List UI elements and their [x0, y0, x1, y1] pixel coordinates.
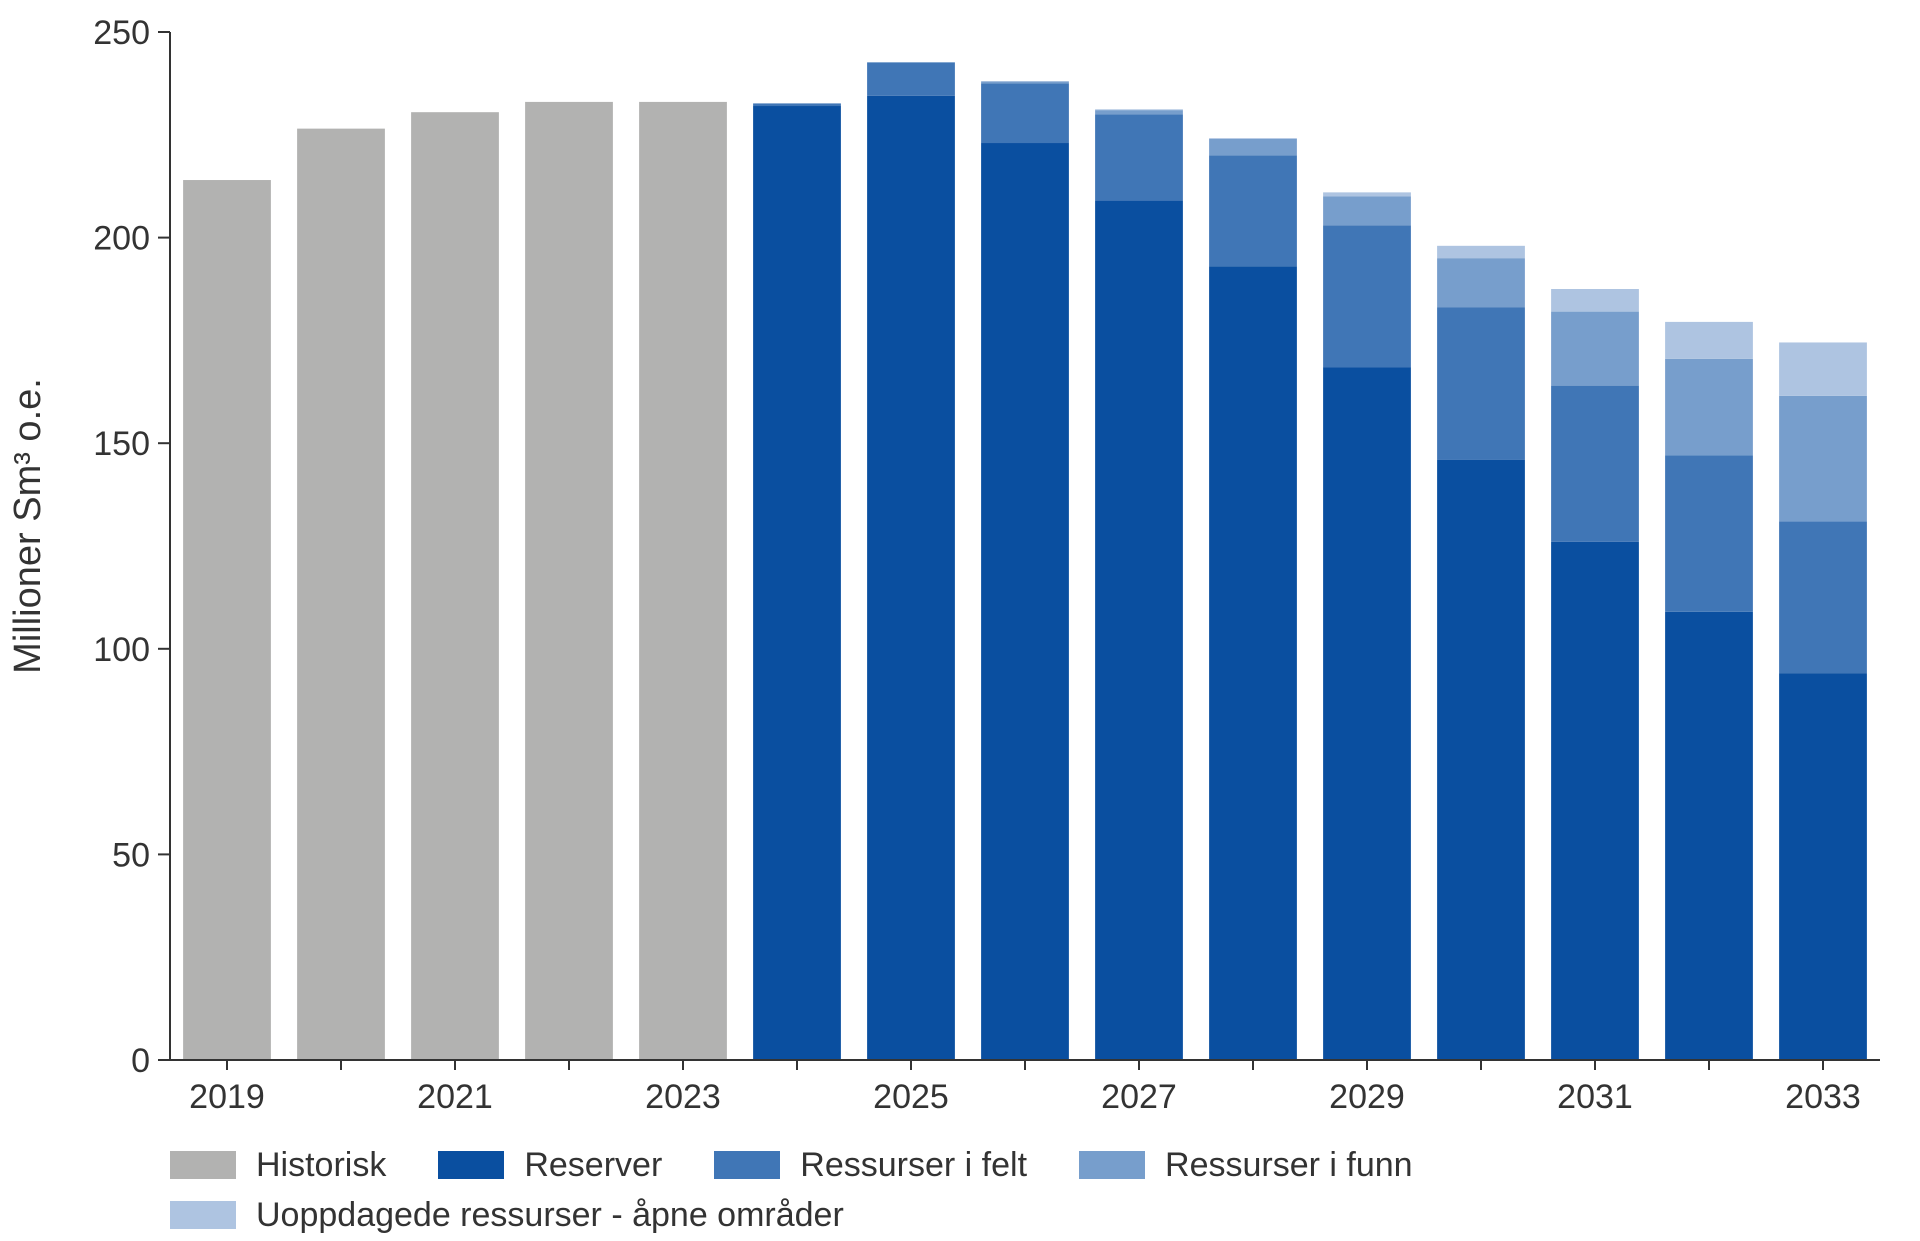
legend-swatch-ressurser-i-felt — [714, 1151, 781, 1179]
legend-swatch-ressurser-i-funn — [1079, 1151, 1146, 1179]
legend-item-uoppdagede-ressurser: Uoppdagede ressurser - åpne områder — [170, 1196, 844, 1235]
bar-segment — [1551, 311, 1639, 386]
bar-segment — [1209, 155, 1297, 267]
legend-swatch-reserver — [438, 1151, 505, 1179]
bar-segment — [1551, 541, 1639, 1060]
bar-segment — [981, 143, 1069, 1061]
bar-segment — [1095, 109, 1183, 111]
legend-item-reserver: Reserver — [438, 1146, 662, 1185]
bar-segment — [1665, 358, 1753, 456]
bar-segment — [1209, 138, 1297, 139]
legend-label-ressurser-i-felt: Ressurser i felt — [800, 1145, 1028, 1184]
legend-swatch-historisk — [170, 1151, 236, 1179]
bar-segment — [525, 101, 613, 1061]
stacked-bar-chart: 0 50 100 150 200 250 2019 2021 2023 2025 2027 2029… — [7, 14, 1880, 1116]
bar-segment — [1209, 138, 1297, 156]
bar-segment — [1323, 192, 1411, 197]
bar-segment — [183, 180, 271, 1061]
bar-segment — [867, 95, 955, 1060]
bar-segment — [297, 128, 385, 1060]
x-tick-label: 2021 — [417, 1078, 493, 1116]
bar-segment — [411, 112, 499, 1060]
bar-segment — [1437, 307, 1525, 460]
bar-segment — [1665, 321, 1753, 359]
y-tick-label: 0 — [131, 1042, 150, 1080]
y-tick-label: 200 — [93, 220, 150, 258]
bar-segment — [1551, 289, 1639, 312]
bar-segment — [1323, 225, 1411, 368]
bar-segment — [1665, 455, 1753, 612]
x-tick-label: 2031 — [1557, 1078, 1633, 1116]
bar-segment — [1437, 245, 1525, 259]
x-tick-label: 2033 — [1785, 1078, 1861, 1116]
legend-label-uoppdagede-ressurser: Uoppdagede ressurser - åpne områder — [256, 1195, 844, 1234]
bar-segment — [981, 81, 1069, 84]
legend-row: Uoppdagede ressurser - åpne områder — [170, 1190, 1870, 1240]
bar-segment — [1437, 258, 1525, 308]
bar-segment — [1779, 395, 1867, 522]
y-tick-label: 100 — [93, 631, 150, 669]
y-tick-label: 150 — [93, 425, 150, 463]
bar-segment — [753, 103, 841, 104]
legend-item-ressurser-i-funn: Ressurser i funn — [1079, 1146, 1413, 1185]
bar-segment — [1323, 196, 1411, 226]
bar-segment — [639, 101, 727, 1061]
bar-segment — [1323, 367, 1411, 1060]
bar-segment — [753, 106, 841, 1061]
x-tick-label: 2029 — [1329, 1078, 1405, 1116]
legend: Historisk Reserver Ressurser i felt Ress… — [170, 1140, 1870, 1240]
x-tick-label: 2025 — [873, 1078, 949, 1116]
bar-segment — [1665, 611, 1753, 1060]
bar-segment — [1095, 110, 1183, 115]
bar-segment — [867, 62, 955, 63]
bar-segment — [1779, 342, 1867, 396]
legend-label-reserver: Reserver — [524, 1145, 663, 1184]
bar-segment — [1779, 521, 1867, 674]
bar-segment — [1209, 266, 1297, 1060]
bar-segment — [1779, 673, 1867, 1060]
y-axis-ticks: 0 50 100 150 200 250 — [93, 14, 170, 1080]
x-tick-label: 2023 — [645, 1078, 721, 1116]
bar-segment — [867, 62, 955, 96]
legend-label-ressurser-i-funn: Ressurser i funn — [1165, 1145, 1413, 1184]
x-tick-label: 2019 — [189, 1078, 265, 1116]
y-axis-label: Millioner Sm³ o.e. — [7, 378, 49, 674]
legend-item-ressurser-i-felt: Ressurser i felt — [714, 1146, 1027, 1185]
bars-layer — [183, 62, 1867, 1061]
legend-item-historisk: Historisk — [170, 1146, 386, 1185]
bar-segment — [1095, 114, 1183, 201]
bar-segment — [981, 83, 1069, 144]
x-axis-ticks: 2019 2021 2023 2025 2027 2029 2031 2033 — [189, 1060, 1861, 1116]
bar-segment — [753, 103, 841, 107]
legend-row: Historisk Reserver Ressurser i felt Ress… — [170, 1140, 1870, 1190]
legend-label-historisk: Historisk — [256, 1145, 387, 1184]
x-tick-label: 2027 — [1101, 1078, 1177, 1116]
y-tick-label: 250 — [93, 14, 150, 52]
bar-segment — [1095, 200, 1183, 1061]
bar-segment — [1437, 459, 1525, 1060]
bar-segment — [1551, 385, 1639, 542]
y-tick-label: 50 — [112, 836, 150, 874]
legend-swatch-uoppdagede-ressurser — [170, 1201, 236, 1229]
